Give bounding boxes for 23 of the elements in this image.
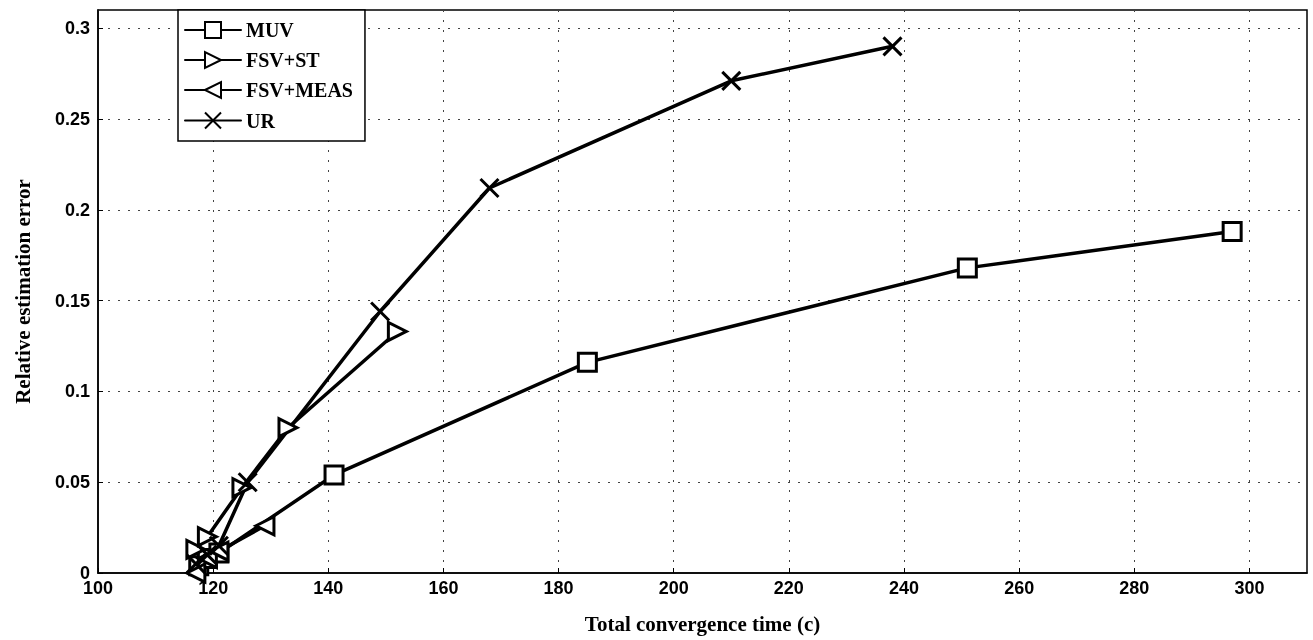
x-tick-label: 120 <box>198 578 229 598</box>
x-tick-label: 160 <box>428 578 459 598</box>
y-axis-title: Relative estimation error <box>10 179 35 404</box>
y-tick-label: 0.15 <box>54 290 90 311</box>
y-tick-label: 0.25 <box>54 108 90 129</box>
y-tick-label: 0.3 <box>64 18 90 39</box>
y-tick-label: 0.05 <box>54 472 90 493</box>
y-tick-label: 0.1 <box>64 381 90 402</box>
x-tick-label: 240 <box>888 578 920 598</box>
legend-label: MUV <box>246 19 295 41</box>
legend-label: UR <box>246 109 276 132</box>
x-tick-label: 220 <box>773 578 804 598</box>
x-tick-label: 200 <box>658 578 689 598</box>
legend-label: FSV+MEAS <box>246 79 353 101</box>
x-tick-label: 180 <box>543 578 574 598</box>
x-tick-label: 300 <box>1234 578 1265 598</box>
x-tick-label: 280 <box>1119 578 1150 598</box>
y-tick-label: 0.2 <box>64 199 90 220</box>
x-tick-label: 100 <box>82 578 114 598</box>
legend-label: FSV+ST <box>246 49 321 71</box>
x-tick-label: 260 <box>1004 578 1035 598</box>
x-axis-title: Total convergence time (c) <box>584 611 821 636</box>
x-tick-label: 140 <box>313 578 344 598</box>
